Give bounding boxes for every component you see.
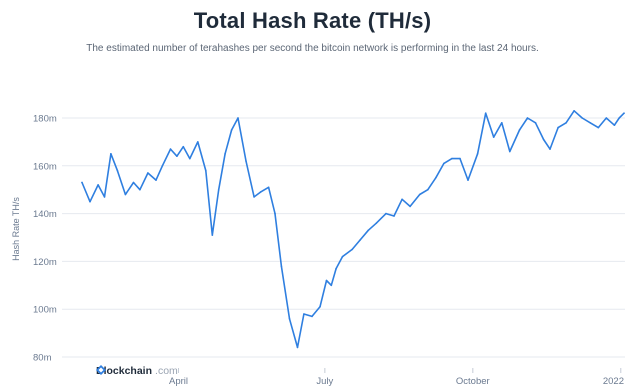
data-point [549, 148, 551, 150]
blockchain-watermark: Blockchain .com [96, 365, 178, 377]
data-point [211, 234, 214, 236]
data-point [189, 157, 191, 160]
data-point [542, 138, 545, 141]
data-point [484, 112, 487, 114]
data-point [375, 222, 378, 224]
data-point [303, 313, 305, 315]
brand-domain: .com [155, 365, 178, 377]
x-tick-label: April [169, 376, 188, 387]
brand-name: Blockchain [96, 365, 153, 377]
y-tick-label: 140m [33, 209, 57, 220]
data-point [605, 117, 608, 119]
data-point [89, 200, 91, 203]
y-tick-label: 180m [33, 114, 57, 125]
data-point [435, 177, 437, 179]
data-point [351, 248, 354, 251]
data-point [311, 315, 313, 318]
data-point [259, 191, 262, 193]
data-point [132, 181, 135, 184]
x-tick-label: July [316, 376, 333, 387]
data-point [526, 117, 529, 119]
data-point [155, 179, 157, 181]
data-point [147, 172, 149, 174]
data-point [103, 196, 106, 198]
chart-subtitle: The estimated number of terahashes per s… [86, 43, 539, 54]
data-point [253, 196, 255, 198]
data-point [618, 117, 620, 119]
data-point [205, 169, 207, 172]
data-point [296, 346, 299, 349]
data-point [330, 284, 333, 287]
data-point [581, 117, 583, 119]
data-point [451, 157, 453, 160]
x-tick-label: October [456, 376, 490, 387]
data-point [288, 318, 291, 320]
data-point [319, 306, 321, 308]
data-point [217, 188, 220, 191]
data-point [565, 122, 567, 124]
data-point [613, 124, 616, 126]
data-point [274, 212, 276, 215]
data-point [280, 265, 283, 268]
data-point [418, 193, 421, 196]
y-axis-label: Hash Rate TH/s [11, 197, 21, 261]
data-point [509, 150, 511, 153]
data-point [623, 112, 625, 114]
data-point [267, 186, 270, 189]
data-point [501, 122, 503, 124]
blockchain-logo-icon [96, 365, 106, 375]
data-point [409, 205, 411, 208]
x-tick-label: 2022 [603, 376, 624, 387]
data-point [139, 188, 141, 191]
data-point [573, 110, 575, 112]
chart-title: Total Hash Rate (TH/s) [193, 8, 432, 33]
data-point [359, 239, 362, 241]
data-point [401, 198, 403, 201]
data-point [534, 122, 537, 124]
data-point [110, 153, 112, 155]
y-tick-label: 100m [33, 305, 57, 316]
data-point [116, 169, 119, 172]
data-point [224, 153, 226, 155]
data-point [443, 162, 445, 165]
data-point [492, 136, 495, 138]
data-point [341, 255, 344, 258]
data-point [169, 148, 172, 150]
data-point [385, 212, 387, 215]
data-point [459, 157, 461, 160]
data-point [182, 145, 185, 148]
data-point [81, 181, 83, 184]
data-point [197, 141, 199, 143]
data-point [476, 153, 479, 155]
data-point [97, 184, 99, 186]
data-point [597, 126, 600, 129]
y-tick-label: 120m [33, 257, 57, 268]
data-point [518, 129, 521, 131]
data-point [237, 117, 239, 119]
data-point [245, 160, 247, 162]
data-point [161, 165, 164, 167]
data-point [427, 188, 429, 191]
data-point [589, 122, 591, 124]
data-point [557, 126, 559, 129]
data-point [335, 267, 337, 270]
data-point [393, 215, 395, 217]
data-point [467, 179, 469, 181]
data-point [124, 193, 127, 196]
data-point [176, 155, 178, 157]
y-tick-label: 80m [33, 353, 52, 364]
data-point [230, 129, 233, 131]
hash-rate-line [81, 110, 625, 349]
data-point [367, 229, 370, 232]
data-point [325, 279, 328, 282]
y-tick-label: 160m [33, 161, 57, 172]
